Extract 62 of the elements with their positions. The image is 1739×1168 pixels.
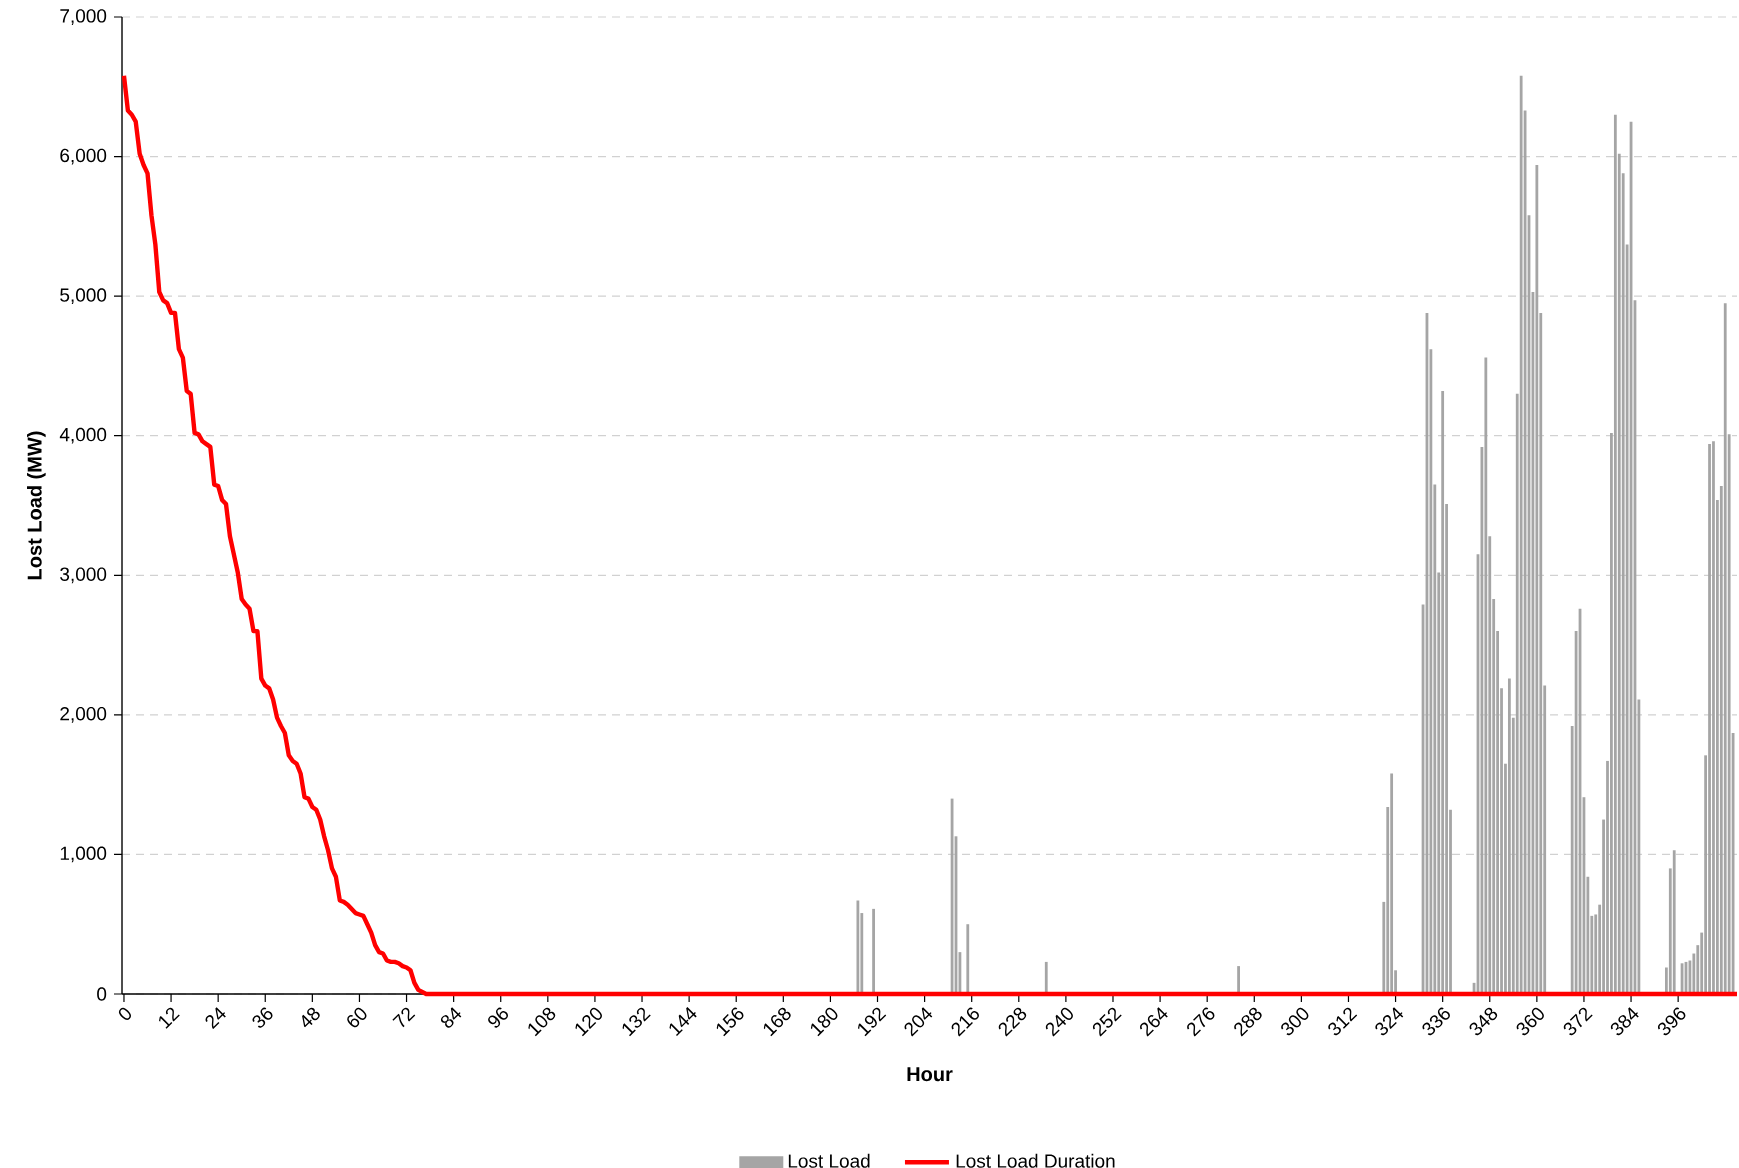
x-tick-label: 168 xyxy=(763,1007,791,1037)
y-tick-label: 1,000 xyxy=(60,846,107,863)
bar xyxy=(1712,441,1715,995)
x-tick-label: 300 xyxy=(1281,1007,1309,1036)
bar xyxy=(1535,164,1539,995)
x-tick-label: 192 xyxy=(858,1007,887,1037)
x-tick-label: 324 xyxy=(1375,1007,1404,1036)
x-tick-label: 36 xyxy=(252,1007,273,1028)
x-tick-label: 204 xyxy=(904,1007,933,1037)
y-axis-title: Lost Load (MW) xyxy=(27,431,46,580)
x-tick-label: 336 xyxy=(1422,1007,1450,1036)
legend-label: Lost Load Duration xyxy=(956,1153,1115,1168)
bar xyxy=(1390,773,1394,995)
legend-label: Lost Load xyxy=(788,1153,870,1168)
bar xyxy=(1613,114,1617,995)
x-tick-label: 360 xyxy=(1516,1007,1544,1036)
x-tick-label: 216 xyxy=(951,1007,979,1037)
bar xyxy=(1507,678,1511,995)
y-tick-label: 6,000 xyxy=(60,148,107,165)
x-tick-label: 276 xyxy=(1187,1007,1215,1037)
x-tick-label: 132 xyxy=(622,1007,651,1037)
x-tick-label: 60 xyxy=(347,1007,367,1028)
bar xyxy=(1723,303,1727,995)
x-tick-label: 396 xyxy=(1657,1007,1686,1036)
x-tick-label: 156 xyxy=(716,1007,744,1037)
x-tick-label: 348 xyxy=(1469,1007,1498,1036)
x-tick-label: 312 xyxy=(1328,1007,1358,1036)
bar xyxy=(1484,357,1488,995)
x-tick-label: 24 xyxy=(205,1007,226,1030)
x-tick-label: 48 xyxy=(302,1007,320,1028)
x-tick-label: 120 xyxy=(575,1007,602,1037)
bar xyxy=(966,924,970,995)
x-axis-title: Hour xyxy=(907,1067,953,1082)
bar xyxy=(1237,966,1240,995)
x-tick-label: 0 xyxy=(118,1007,131,1020)
x-tick-label: 288 xyxy=(1234,1007,1262,1037)
x-tick-label: 108 xyxy=(528,1007,556,1037)
y-tick-label: 0 xyxy=(97,987,107,1001)
x-tick-label: 228 xyxy=(998,1007,1027,1037)
x-tick-label: 96 xyxy=(488,1007,509,1028)
x-tick-label: 372 xyxy=(1563,1007,1593,1036)
x-tick-label: 180 xyxy=(810,1007,838,1037)
y-tick-label: 4,000 xyxy=(59,427,107,444)
x-tick-label: 384 xyxy=(1610,1007,1639,1036)
bar xyxy=(1519,75,1523,995)
x-tick-label: 144 xyxy=(669,1007,697,1037)
y-tick-label: 3,000 xyxy=(60,567,107,584)
bar xyxy=(872,908,875,995)
bar xyxy=(1044,961,1048,995)
bar xyxy=(1708,444,1711,995)
x-tick-label: 84 xyxy=(440,1007,462,1028)
bar xyxy=(1672,850,1676,995)
x-tick-label: 240 xyxy=(1045,1007,1073,1037)
y-tick-label: 7,000 xyxy=(60,9,107,25)
y-tick-label: 2,000 xyxy=(60,707,107,723)
bar xyxy=(1441,391,1445,995)
x-tick-label: 264 xyxy=(1140,1007,1168,1037)
x-tick-label: 72 xyxy=(392,1007,416,1028)
bar xyxy=(856,900,860,995)
y-tick-label: 5,000 xyxy=(60,288,107,305)
x-tick-label: 252 xyxy=(1092,1007,1122,1037)
x-tick-label: 12 xyxy=(159,1007,180,1029)
